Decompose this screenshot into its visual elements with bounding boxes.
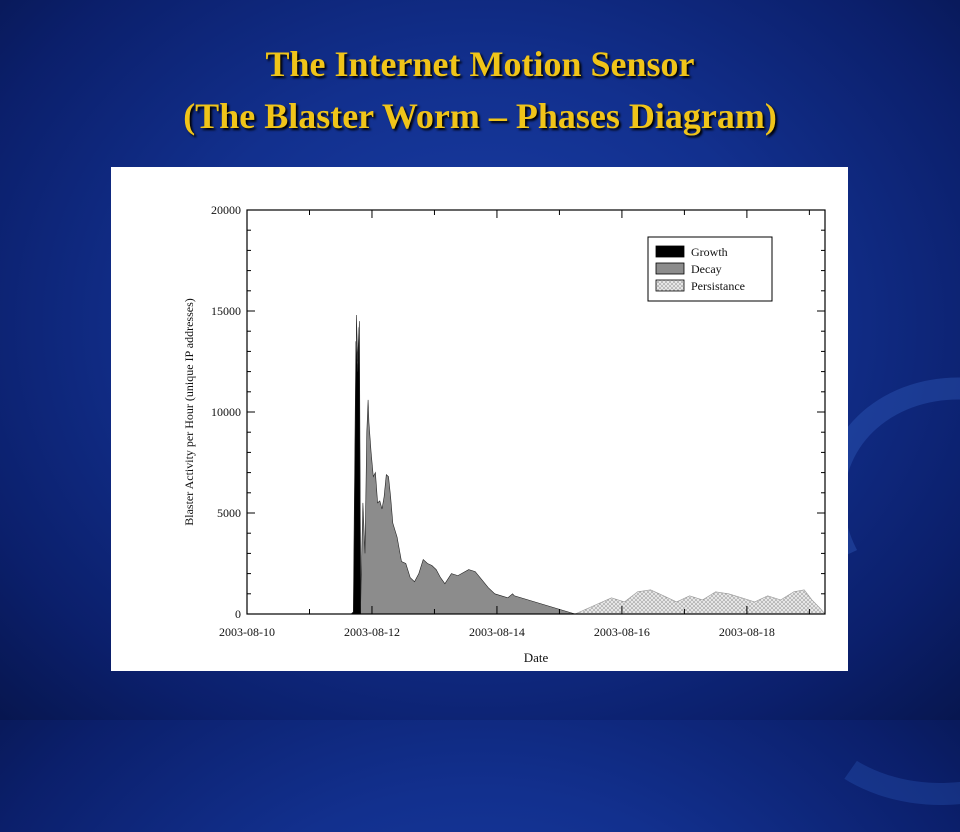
series-area-growth — [350, 321, 362, 615]
series-area-persistance — [574, 589, 826, 615]
chart-panel: 0 5000 10000 15000 20000 2003-08-10 2003-08-12… — [111, 167, 848, 671]
x-tick-label: 2003-08-12 — [344, 625, 400, 639]
y-axis-label: Blaster Activity per Hour (unique IP add… — [182, 298, 196, 526]
x-tick-label: 2003-08-18 — [719, 625, 775, 639]
legend-label-growth: Growth — [691, 245, 728, 259]
legend-item-persistance: Persistance — [655, 279, 745, 293]
x-tick-label: 2003-08-16 — [594, 625, 650, 639]
slide-title-line2: (The Blaster Worm – Phases Diagram) — [183, 96, 777, 136]
legend-label-persistance: Persistance — [691, 279, 745, 293]
legend-label-decay: Decay — [691, 262, 722, 276]
x-tick-label: 2003-08-14 — [469, 625, 525, 639]
legend-swatch-growth — [655, 245, 685, 258]
x-tick-label: 2003-08-10 — [219, 625, 275, 639]
area-chart: 0 5000 10000 15000 20000 2003-08-10 2003-08-12… — [182, 203, 826, 665]
y-tick-label: 5000 — [217, 506, 241, 520]
legend-swatch-decay — [655, 262, 685, 275]
slide-title-line1: The Internet Motion Sensor — [265, 44, 695, 84]
legend-item-decay: Decay — [655, 262, 722, 276]
y-tick-label: 15000 — [211, 304, 241, 318]
y-tick-label: 0 — [235, 607, 241, 621]
x-axis-label: Date — [524, 650, 549, 665]
legend-swatch-persistance — [655, 279, 685, 292]
series-area-decay — [355, 314, 576, 615]
legend: Growth Decay Persistance — [647, 236, 773, 302]
y-tick-label: 20000 — [211, 203, 241, 217]
y-tick-label: 10000 — [211, 405, 241, 419]
slide-title: The Internet Motion Sensor (The Blaster … — [0, 38, 960, 142]
legend-item-growth: Growth — [655, 245, 728, 259]
